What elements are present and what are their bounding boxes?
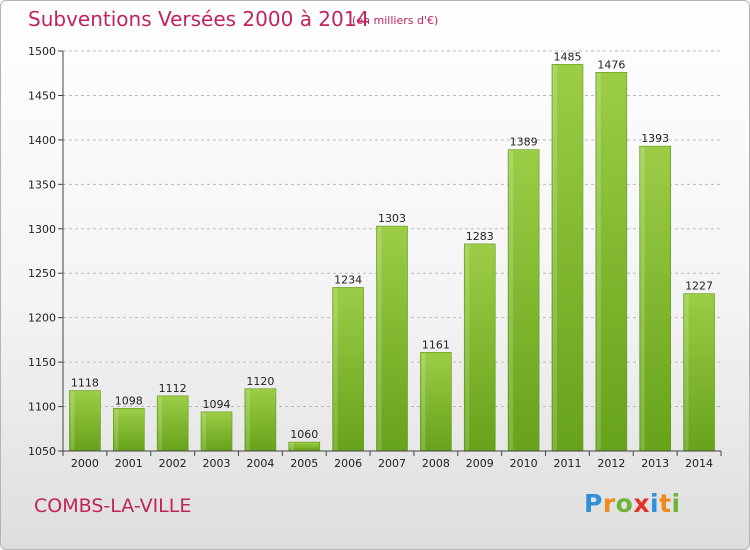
bar-highlight <box>158 396 163 450</box>
logo-letter: i <box>650 489 660 518</box>
data-label: 1283 <box>466 230 494 243</box>
bar-2006 <box>332 287 364 452</box>
y-tick-label: 1300 <box>28 223 56 236</box>
data-label: 1476 <box>597 58 625 71</box>
bar-2014 <box>683 293 715 452</box>
data-label: 1120 <box>246 375 274 388</box>
bar-highlight <box>684 294 689 450</box>
bar-highlight <box>202 412 207 450</box>
bar-highlight <box>509 150 514 450</box>
x-tick-label: 2001 <box>115 457 143 470</box>
y-tick-label: 1350 <box>28 178 56 191</box>
x-tick-label: 2014 <box>685 457 713 470</box>
data-label: 1161 <box>422 338 450 351</box>
bar-highlight <box>70 391 75 450</box>
x-tick-label: 2007 <box>378 457 406 470</box>
y-tick-label: 1400 <box>28 134 56 147</box>
x-tick-label: 2002 <box>159 457 187 470</box>
logo-letter: x <box>633 489 650 518</box>
bar-highlight <box>289 443 294 450</box>
x-tick-label: 2005 <box>290 457 318 470</box>
data-label: 1118 <box>71 377 99 390</box>
bar-highlight <box>640 147 645 450</box>
bars <box>69 64 715 452</box>
data-label: 1389 <box>510 136 538 149</box>
bar-2008 <box>420 352 452 452</box>
axes: 1050 1100 1150 1200 1250 1300 1350 1400 1450 1500… <box>28 45 722 470</box>
bar-highlight <box>421 353 426 450</box>
data-label: 1098 <box>115 394 143 407</box>
logo-letter: P <box>584 489 603 518</box>
bar-highlight <box>333 288 338 450</box>
bar-highlight <box>465 244 470 450</box>
y-tick-label: 1150 <box>28 356 56 369</box>
proxiti-logo: Proxiti <box>584 489 681 518</box>
bar-2002 <box>156 395 189 452</box>
data-label: 1234 <box>334 273 362 286</box>
data-label: 1393 <box>641 132 669 145</box>
bar-2013 <box>639 145 672 452</box>
logo-letter: r <box>602 489 616 518</box>
bar-2001 <box>113 408 145 452</box>
bar-highlight <box>245 389 250 450</box>
bar-highlight <box>596 73 601 450</box>
x-tick-label: 2004 <box>246 457 274 470</box>
x-tick-label: 2011 <box>553 457 581 470</box>
x-tick-label: 2003 <box>203 457 231 470</box>
bar-highlight <box>552 65 557 450</box>
logo-letter: o <box>615 489 634 518</box>
data-label: 1112 <box>159 382 187 395</box>
y-tick-label: 1050 <box>28 445 56 458</box>
y-tick-label: 1500 <box>28 45 56 58</box>
y-tick-label: 1450 <box>28 89 56 102</box>
x-tick-label: 2000 <box>71 457 99 470</box>
chart-title: Subventions Versées 2000 à 2014 <box>28 7 370 31</box>
data-label: 1094 <box>203 398 231 411</box>
x-tick-label: 2009 <box>466 457 494 470</box>
y-tick-label: 1100 <box>28 401 56 414</box>
x-tick-label: 2010 <box>510 457 538 470</box>
data-label: 1060 <box>290 428 318 441</box>
data-label: 1485 <box>553 50 581 63</box>
bar-2009 <box>463 243 496 452</box>
x-tick-label: 2012 <box>597 457 625 470</box>
y-tick-label: 1200 <box>28 312 56 325</box>
data-labels: 1118 1098 1112 1094 1120 1060 1234 1303 1161 1283… <box>71 50 713 441</box>
logo-letter: t <box>659 489 672 518</box>
x-tick-label: 2013 <box>641 457 669 470</box>
bar-highlight <box>114 409 119 450</box>
bar-2000 <box>69 390 101 452</box>
data-label: 1227 <box>685 280 713 293</box>
y-tick-label: 1250 <box>28 267 56 280</box>
data-label: 1303 <box>378 212 406 225</box>
bar-2011 <box>551 64 584 452</box>
bar-2010 <box>507 149 540 452</box>
x-tick-label: 2008 <box>422 457 450 470</box>
logo-letter: i <box>671 489 681 518</box>
unit-note: (en milliers d'€) <box>352 14 439 27</box>
place-name: COMBS-LA-VILLE <box>34 495 192 517</box>
bar-highlight <box>377 227 382 450</box>
x-tick-label: 2006 <box>334 457 362 470</box>
